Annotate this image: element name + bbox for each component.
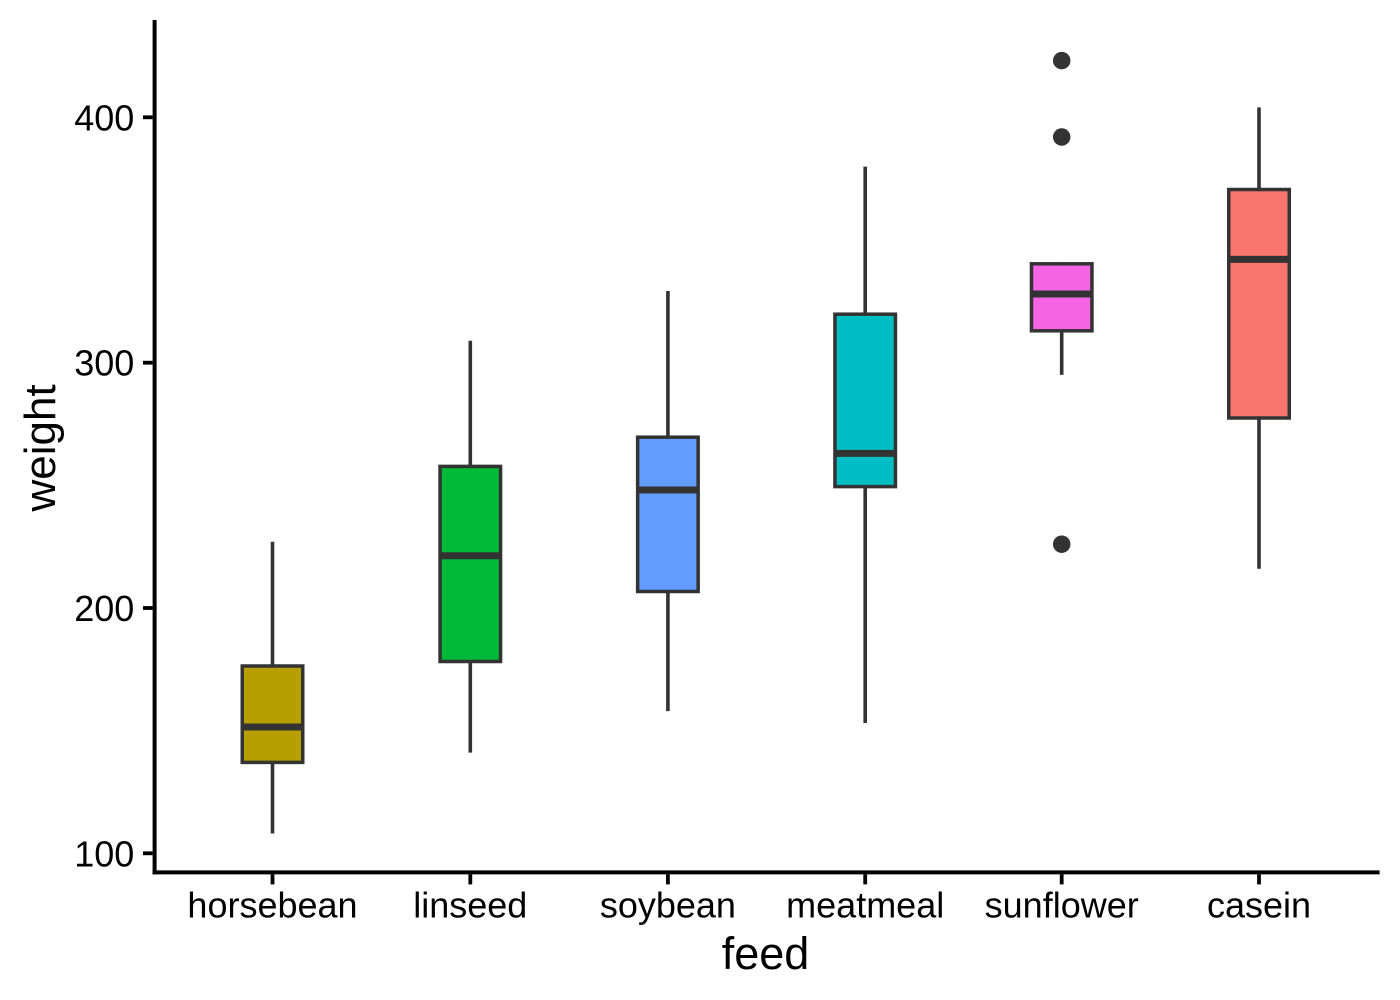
svg-text:300: 300 <box>74 343 134 384</box>
svg-text:200: 200 <box>74 588 134 629</box>
svg-text:soybean: soybean <box>600 884 736 925</box>
svg-text:feed: feed <box>722 928 810 979</box>
svg-text:weight: weight <box>16 384 65 512</box>
svg-text:400: 400 <box>74 97 134 138</box>
svg-text:meatmeal: meatmeal <box>786 884 944 925</box>
svg-text:casein: casein <box>1207 884 1311 925</box>
svg-text:sunflower: sunflower <box>985 884 1139 925</box>
svg-text:linseed: linseed <box>413 884 527 925</box>
svg-text:100: 100 <box>74 833 134 874</box>
svg-text:horsebean: horsebean <box>187 884 357 925</box>
